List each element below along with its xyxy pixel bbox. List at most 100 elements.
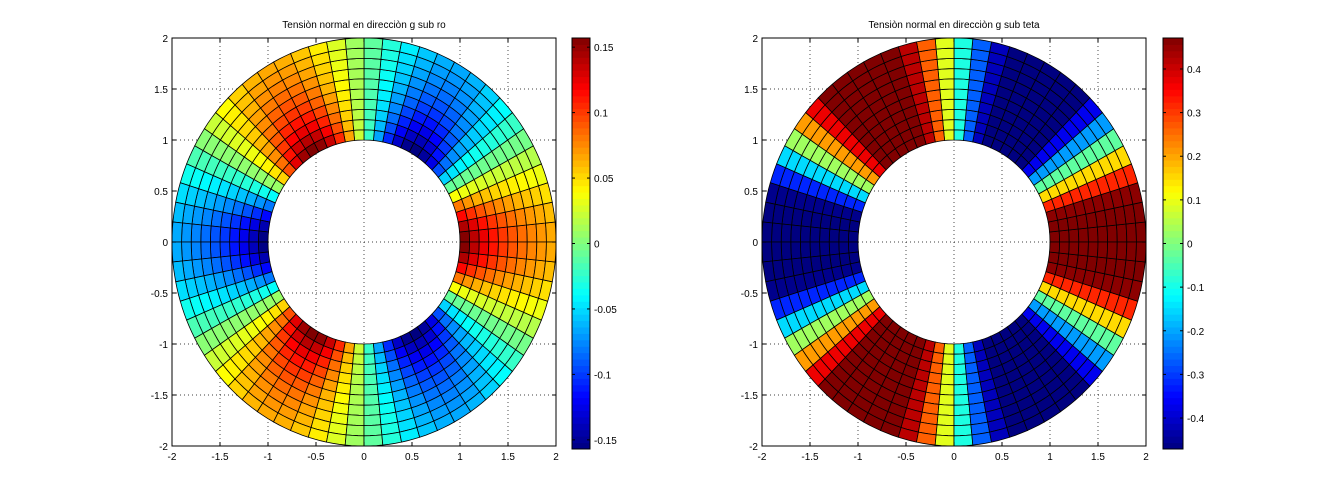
mesh-cell xyxy=(1077,241,1089,257)
mesh-cell xyxy=(799,241,812,259)
mesh-cell xyxy=(238,241,250,256)
colorbar-segment xyxy=(572,63,590,71)
mesh-cell xyxy=(939,383,955,396)
colorbar-segment xyxy=(1163,44,1183,52)
mesh-cell xyxy=(953,78,970,91)
y-tick-label: 1.5 xyxy=(744,85,758,96)
colorbar-segment xyxy=(1163,410,1183,418)
mesh-cell xyxy=(1135,221,1147,243)
mesh-cell xyxy=(941,363,955,376)
mesh-cell xyxy=(953,88,969,101)
colorbar-segment xyxy=(572,391,590,399)
colorbar-segment xyxy=(572,89,590,97)
colorbar-segment xyxy=(572,320,590,328)
mesh-cell xyxy=(953,68,971,81)
y-tick-label: 0.5 xyxy=(154,187,168,198)
colorbar-segment xyxy=(572,269,590,277)
colorbar-segment xyxy=(1163,89,1183,97)
mesh-cell xyxy=(1068,228,1080,243)
mesh-cell xyxy=(349,88,365,101)
colorbar-segment xyxy=(1163,121,1183,129)
mesh-cell xyxy=(516,224,528,243)
mesh-cell xyxy=(953,363,967,376)
colorbar-segment xyxy=(1163,275,1183,283)
colorbar-segment xyxy=(1163,172,1183,180)
mesh-cell xyxy=(940,98,955,111)
colorbar-segment xyxy=(572,371,590,379)
y-tick-label: -1.5 xyxy=(151,391,169,402)
colorbar-segment xyxy=(1163,365,1183,373)
colorbar-segment xyxy=(1163,294,1183,302)
colorbar-segment xyxy=(572,192,590,200)
mesh-cell xyxy=(953,57,972,70)
mesh-cell xyxy=(848,219,861,233)
x-tick-label: 1.5 xyxy=(1091,452,1105,463)
mesh-cell xyxy=(761,221,773,243)
mesh-cell xyxy=(219,241,231,258)
colorbar-segment xyxy=(572,76,590,84)
mesh-cell xyxy=(942,353,955,365)
colorbar-segment xyxy=(1163,288,1183,296)
colorbar-segment xyxy=(1163,301,1183,309)
colorbar-segment xyxy=(1163,256,1183,264)
x-tick-label: 0.5 xyxy=(405,452,419,463)
mesh-cell xyxy=(1096,225,1109,243)
colorbar-segment xyxy=(572,44,590,52)
mesh-cell xyxy=(363,108,377,121)
x-tick-label: -0.5 xyxy=(307,452,325,463)
mesh-cell xyxy=(478,241,490,256)
plot-title: Tensiòn normal en direcciòn g sub teta xyxy=(868,20,1040,31)
mesh-cell xyxy=(1106,224,1118,243)
colorbar-segment xyxy=(1163,179,1183,187)
mesh-cell xyxy=(344,434,365,447)
colorbar-segment xyxy=(572,346,590,354)
y-tick-label: -1 xyxy=(749,340,758,351)
colorbar-tick-label: 0.1 xyxy=(1187,196,1201,207)
colorbar-segment xyxy=(572,429,590,437)
colorbar-segment xyxy=(572,50,590,58)
x-tick-label: 0.5 xyxy=(995,452,1009,463)
colorbar-segment xyxy=(572,166,590,174)
mesh-cell xyxy=(347,403,365,416)
colorbar-segment xyxy=(1163,63,1183,71)
colorbar-segment xyxy=(1163,204,1183,212)
mesh-cell xyxy=(809,226,821,243)
mesh-cell xyxy=(953,108,967,121)
colorbar-segment xyxy=(572,140,590,148)
mesh-cell xyxy=(780,241,793,261)
colorbar-segment xyxy=(1163,192,1183,200)
mesh-cell xyxy=(363,383,379,396)
mesh-cell xyxy=(363,98,378,111)
x-tick-label: -2 xyxy=(758,452,767,463)
mesh-cell xyxy=(545,221,557,243)
colorbar-segment xyxy=(572,121,590,129)
colorbar-tick-label: -0.15 xyxy=(594,436,617,447)
mesh-cell xyxy=(1058,241,1070,255)
mesh-cell xyxy=(363,37,384,50)
mesh-cell xyxy=(819,227,831,243)
x-tick-label: -1.5 xyxy=(801,452,819,463)
mesh-cell xyxy=(257,230,269,243)
mesh-cell xyxy=(363,78,380,91)
mesh-cell xyxy=(938,393,955,406)
mesh-cell xyxy=(200,241,212,260)
mesh-cell xyxy=(459,241,471,254)
mesh-cell xyxy=(487,241,499,257)
colorbar-segment xyxy=(1163,50,1183,58)
colorbar-segment xyxy=(1163,108,1183,116)
colorbar-segment xyxy=(572,243,590,251)
x-tick-label: 2 xyxy=(1143,452,1149,463)
colorbar-segment xyxy=(1163,307,1183,315)
colorbar-segment xyxy=(572,294,590,302)
colorbar-tick-label: 0.4 xyxy=(1187,65,1201,76)
colorbar-segment xyxy=(1163,282,1183,289)
mesh-cell xyxy=(940,373,955,386)
colorbar-segment xyxy=(572,115,590,122)
x-tick-label: -0.5 xyxy=(897,452,915,463)
plot-title: Tensiòn normal en direcciòn g sub ro xyxy=(282,20,446,31)
colorbar-segment xyxy=(572,314,590,322)
colorbar-tick-label: 0 xyxy=(594,240,600,251)
mesh-cell xyxy=(352,353,365,365)
colorbar-segment xyxy=(572,275,590,283)
y-tick-label: 2 xyxy=(752,34,758,45)
